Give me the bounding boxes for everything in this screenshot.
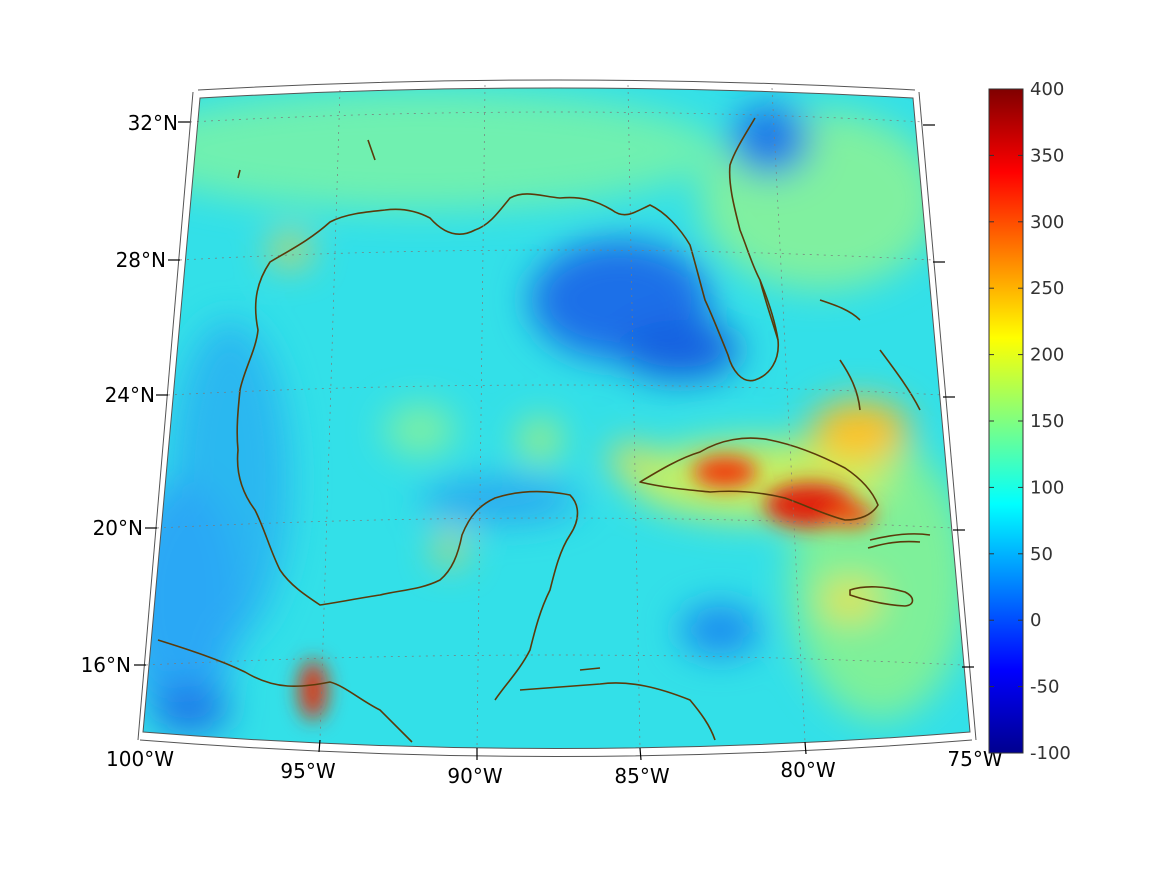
- colorbar-label: 150: [1030, 411, 1064, 432]
- map-frame: [137, 79, 977, 757]
- hispaniola-coast: [867, 533, 931, 549]
- data-field: [143, 88, 970, 749]
- lat-label-24n: 24°N: [105, 383, 155, 407]
- colorbar-label: 350: [1030, 145, 1064, 166]
- gulf-coastline: [236, 117, 780, 701]
- colorbar-label: 0: [1030, 610, 1041, 631]
- lon-label-90w: 90°W: [447, 764, 502, 788]
- colorbar-bar: [988, 88, 1024, 754]
- colorbar-label: -50: [1030, 677, 1059, 698]
- colorbar-label: 250: [1030, 278, 1064, 299]
- colorbar-label: 300: [1030, 212, 1064, 233]
- colorbar-label: 50: [1030, 544, 1053, 565]
- coastlines: [157, 117, 931, 743]
- lat-label-28n: 28°N: [116, 248, 166, 272]
- colorbar-label: 200: [1030, 345, 1064, 366]
- frame-ticks: [134, 121, 974, 761]
- lon-label-100w: 100°W: [106, 747, 174, 771]
- lon-label-80w: 80°W: [780, 758, 835, 782]
- jamaica-coast: [849, 586, 914, 607]
- graticule: [145, 84, 963, 749]
- colorbar-label: -100: [1030, 743, 1071, 764]
- lat-label-32n: 32°N: [128, 111, 178, 135]
- lon-label-85w: 85°W: [614, 764, 669, 788]
- lat-label-20n: 20°N: [93, 516, 143, 540]
- lat-label-16n: 16°N: [81, 653, 131, 677]
- colorbar: 400 350 300 250 200 150 100 50 0 -50 -100: [988, 79, 1071, 764]
- colorbar-label: 400: [1030, 79, 1064, 100]
- lon-label-95w: 95°W: [280, 759, 335, 783]
- colorbar-label: 100: [1030, 477, 1064, 498]
- central-america-coast: [157, 639, 413, 743]
- cuba-coast: [639, 437, 879, 521]
- bahamas-coast: [819, 299, 921, 411]
